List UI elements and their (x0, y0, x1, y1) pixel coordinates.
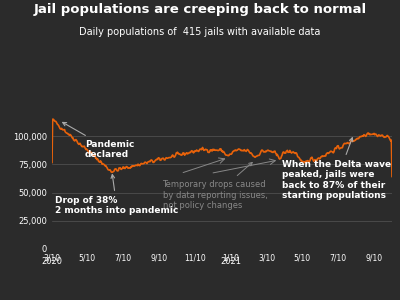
Text: Drop of 38%
2 months into pandemic: Drop of 38% 2 months into pandemic (55, 175, 178, 215)
Text: When the Delta wave
peaked, jails were
back to 87% of their
starting populations: When the Delta wave peaked, jails were b… (282, 138, 391, 200)
Text: 2021: 2021 (220, 256, 241, 266)
Text: Temporary drops caused
by data reporting issues,
not policy changes: Temporary drops caused by data reporting… (162, 162, 268, 210)
Text: 2020: 2020 (42, 256, 62, 266)
Text: Jail populations are creeping back to normal: Jail populations are creeping back to no… (34, 3, 366, 16)
Text: Daily populations of  415 jails with available data: Daily populations of 415 jails with avai… (79, 27, 321, 37)
Text: Pandemic
declared: Pandemic declared (63, 122, 134, 159)
